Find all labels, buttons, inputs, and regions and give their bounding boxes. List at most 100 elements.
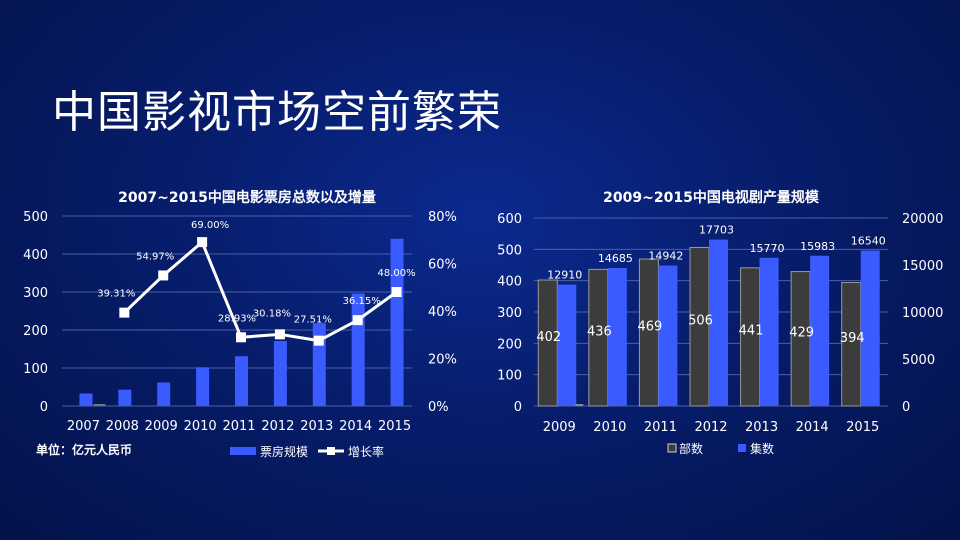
- chart1-growth-point: [274, 329, 285, 340]
- chart2-x-tick: 2010: [593, 420, 626, 435]
- chart2-bar-episodes: [860, 250, 880, 406]
- chart1-bar: [196, 367, 210, 406]
- chart1-bar: [390, 238, 404, 406]
- chart1-bar: [157, 382, 171, 406]
- chart1-growth-label: 30.18%: [253, 308, 291, 319]
- chart2-bar-episodes: [709, 239, 728, 406]
- chart2-episodes-label: 16540: [851, 235, 886, 248]
- chart1-x-tick: 2014: [339, 419, 372, 434]
- chart2-y-tick: 0: [514, 400, 522, 415]
- chart1-legend-line-label: 增长率: [348, 444, 384, 459]
- chart1-bar-stub: [93, 404, 106, 406]
- chart2-x-tick: 2011: [644, 420, 677, 435]
- chart1-x-tick: 2013: [300, 419, 333, 434]
- chart2-legend-episodes-swatch: [738, 444, 746, 452]
- chart1-y-tick: 400: [23, 248, 48, 263]
- chart2-count-label: 394: [840, 331, 865, 346]
- chart2-count-label: 436: [587, 324, 612, 339]
- chart1-y-tick: 300: [23, 286, 48, 301]
- chart2-count-label: 402: [536, 330, 561, 345]
- chart1-growth-label: 28.93%: [218, 313, 256, 324]
- chart2-count-label: 429: [789, 326, 814, 341]
- chart2-episodes-label: 17703: [699, 224, 734, 237]
- chart2-y-tick: 100: [497, 369, 522, 384]
- chart1-legend-bar-label: 票房规模: [260, 444, 308, 459]
- chart2-bar-episodes: [810, 255, 830, 406]
- chart1-growth-point: [391, 287, 402, 297]
- chart2-y-tick: 300: [497, 306, 522, 321]
- chart2-bar-episodes: [759, 257, 779, 406]
- chart2-y2-tick: 10000: [902, 306, 943, 321]
- chart2-bar-episodes: [607, 267, 627, 406]
- chart1-x-tick: 2011: [222, 419, 255, 434]
- chart1-growth-label: 39.31%: [97, 289, 135, 300]
- chart1-bar: [351, 293, 365, 406]
- chart2-bar-episodes: [557, 284, 577, 406]
- chart2-episodes-label: 14685: [598, 252, 633, 265]
- chart1-x-tick: 2008: [106, 419, 139, 434]
- chart1-y-tick: 100: [23, 362, 48, 377]
- chart1-x-tick: 2007: [67, 419, 100, 434]
- chart1-x-tick: 2012: [261, 419, 294, 434]
- chart1-y-tick: 500: [23, 210, 48, 225]
- chart2-y2-tick: 5000: [902, 353, 935, 368]
- chart1-title: 2007~2015中国电影票房总数以及增量: [118, 189, 376, 206]
- chart1-bar: [118, 389, 132, 406]
- chart2-count-label: 441: [739, 324, 764, 339]
- chart2-count-label: 506: [688, 313, 713, 328]
- chart2-x-tick: 2014: [796, 420, 829, 435]
- chart2-x-tick: 2009: [543, 420, 576, 435]
- chart1-growth-point: [119, 307, 130, 318]
- chart1-y2-tick: 60%: [428, 258, 457, 273]
- chart2-episodes-label: 12910: [547, 269, 582, 282]
- chart1-growth-label: 36.15%: [343, 296, 381, 307]
- chart1-legend-line-marker: [327, 447, 335, 455]
- chart2-y-tick: 400: [497, 275, 522, 290]
- chart1-growth-line: [123, 239, 398, 343]
- chart2-x-tick: 2015: [846, 420, 879, 435]
- chart2-y-tick: 200: [497, 337, 522, 352]
- chart1-x-tick: 2009: [145, 419, 178, 434]
- chart1-growth-label: 27.51%: [294, 315, 332, 326]
- chart2-y2-tick: 20000: [902, 212, 943, 227]
- chart1-legend-bar-swatch: [230, 447, 256, 455]
- chart1-y-tick: 0: [40, 400, 48, 415]
- chart1-bar: [273, 341, 287, 406]
- chart1-growth-point: [352, 315, 363, 326]
- chart2-x-tick: 2012: [694, 420, 727, 435]
- chart2-episodes-label: 15983: [800, 240, 835, 253]
- chart2-bar-stub: [575, 404, 584, 406]
- chart1-growth-point: [236, 332, 246, 343]
- chart2-legend-count-label: 部数: [679, 441, 703, 456]
- chart1-growth-label: 48.00%: [377, 268, 415, 279]
- chart1-unit-note: 单位：亿元人民币: [36, 442, 132, 457]
- chart1-y2-tick: 40%: [428, 305, 457, 320]
- chart2-y-tick: 500: [497, 243, 522, 258]
- chart2-title: 2009~2015中国电视剧产量规模: [603, 189, 820, 206]
- chart2-y-tick: 600: [497, 212, 522, 227]
- chart2-legend-episodes-label: 集数: [750, 441, 774, 456]
- chart2-x-tick: 2013: [745, 420, 778, 435]
- chart2-episodes-label: 14942: [648, 250, 683, 263]
- chart2-bar-episodes: [658, 265, 678, 406]
- chart2-episodes-label: 15770: [750, 242, 785, 255]
- chart1-y-tick: 200: [23, 324, 48, 339]
- chart2-legend-count-swatch: [667, 443, 677, 453]
- chart2-count-label: 469: [638, 319, 663, 334]
- chart1-bar: [79, 393, 93, 406]
- chart1-growth-label: 54.97%: [136, 251, 174, 262]
- chart1-x-tick: 2010: [184, 419, 217, 434]
- chart1-growth-point: [197, 237, 208, 248]
- slide-title: 中国影视市场空前繁荣: [52, 87, 502, 138]
- chart1-y2-tick: 0%: [428, 400, 449, 415]
- chart2-y2-tick: 15000: [902, 259, 943, 274]
- chart1-growth-label: 69.00%: [191, 220, 229, 231]
- chart1-bar: [312, 323, 326, 406]
- chart2-y2-tick: 0: [902, 400, 910, 415]
- chart1-y2-tick: 80%: [428, 210, 457, 225]
- chart1-growth-point: [158, 270, 169, 281]
- chart1-y2-tick: 20%: [428, 353, 457, 368]
- chart1-growth-point: [313, 335, 324, 346]
- chart1-bar: [235, 356, 248, 406]
